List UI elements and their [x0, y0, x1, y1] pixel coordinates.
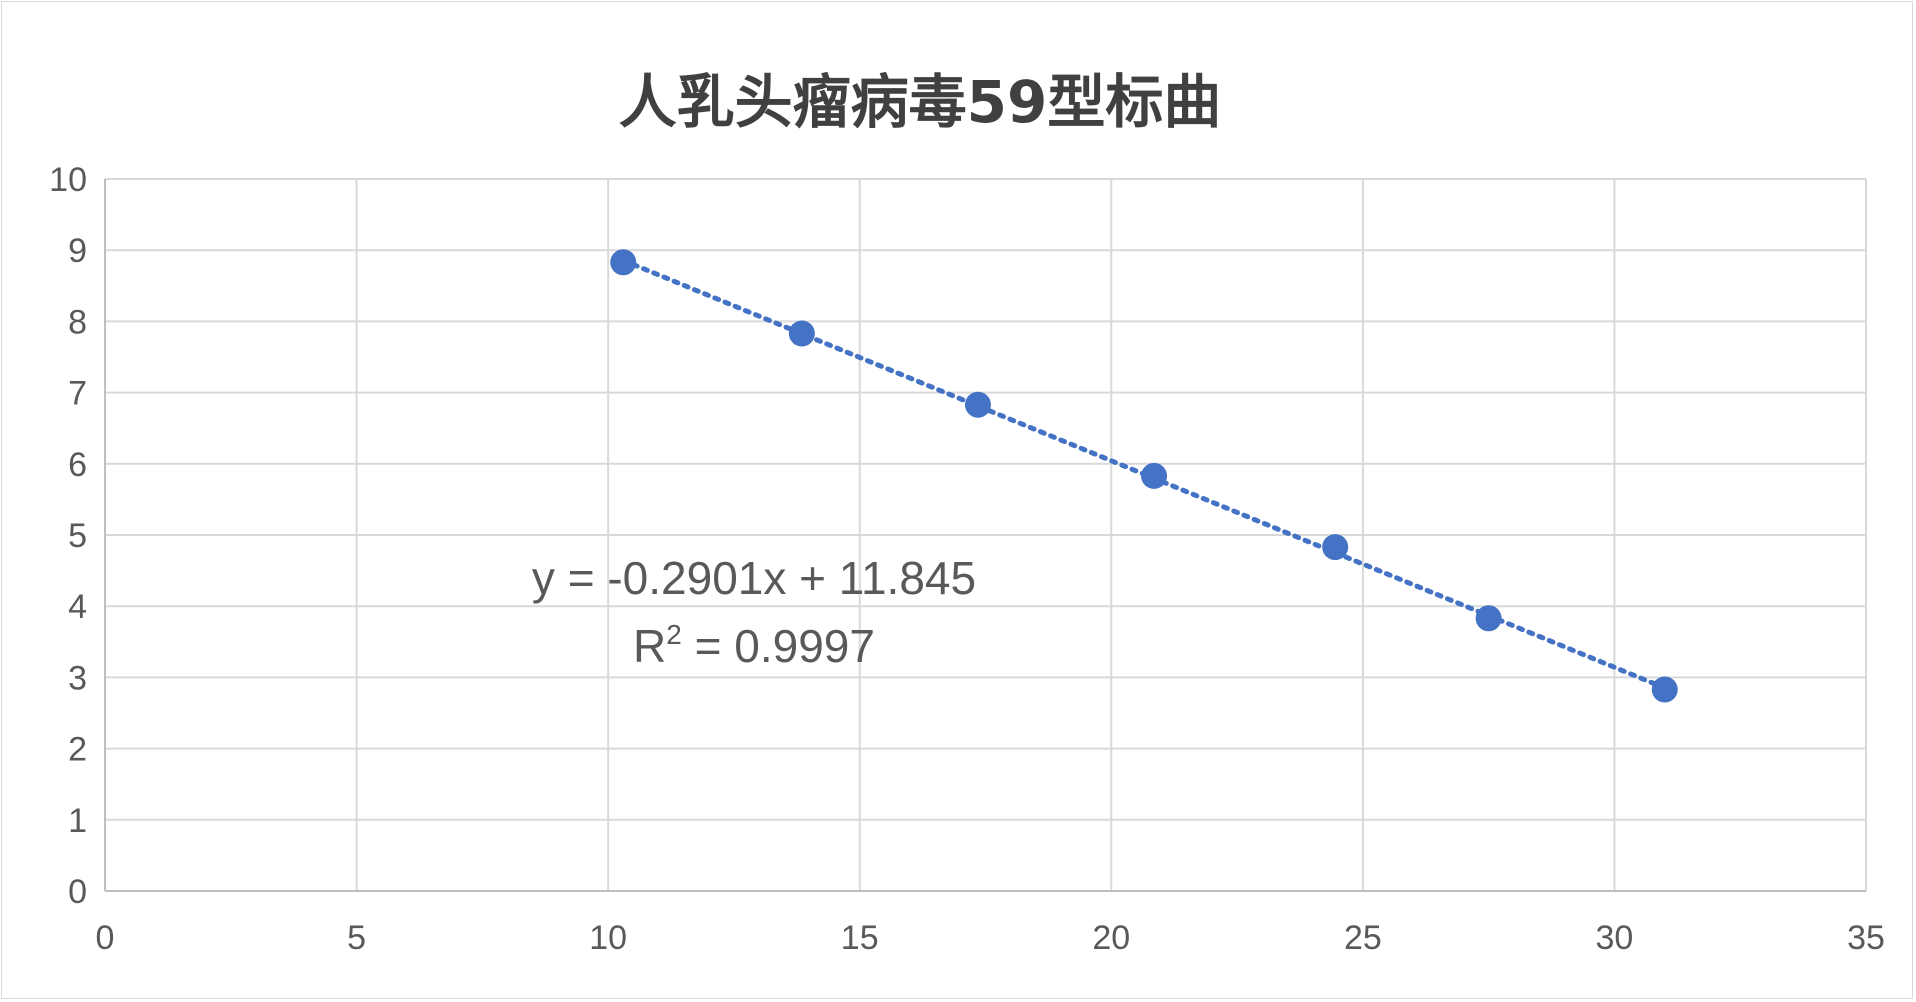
r-squared-superscript: 2	[666, 619, 682, 650]
trendline-labels: y = -0.2901x + 11.845 R2 = 0.9997	[532, 552, 976, 672]
chart-title: 人乳头瘤病毒59型标曲	[619, 68, 1222, 136]
y-tick-label: 9	[68, 232, 87, 270]
y-tick-label: 2	[68, 731, 87, 769]
x-tick-label: 0	[96, 919, 115, 957]
grid	[104, 178, 1867, 892]
y-tick-label: 7	[68, 375, 87, 413]
data-point	[964, 391, 991, 418]
r-squared-value: = 0.9997	[682, 620, 875, 672]
trendline-equation: y = -0.2901x + 11.845	[532, 552, 976, 604]
y-tick-label: 0	[68, 873, 87, 911]
y-tick-label: 4	[68, 588, 87, 626]
y-tick-label: 5	[68, 517, 87, 555]
x-tick-label: 20	[1092, 919, 1130, 957]
data-point	[1141, 462, 1168, 489]
trendline-r-squared: R2 = 0.9997	[633, 619, 875, 672]
y-tick-label: 6	[68, 446, 87, 484]
data-point	[1475, 605, 1502, 632]
y-tick-label: 1	[68, 802, 87, 840]
y-tick-label: 8	[68, 303, 87, 341]
y-tick-label: 10	[49, 161, 87, 199]
x-tick-label: 30	[1596, 919, 1634, 957]
r-squared-prefix: R	[633, 620, 666, 672]
data-point	[788, 320, 815, 347]
y-tick-label: 3	[68, 659, 87, 697]
x-tick-label: 35	[1847, 919, 1885, 957]
x-tick-label: 15	[841, 919, 879, 957]
x-tick-label: 10	[589, 919, 627, 957]
axes: 0 1 2 3 4 5 6 7 8 9 10 0 5 10 15 20 25 30 35	[49, 161, 1885, 957]
data-point	[1651, 676, 1678, 703]
x-tick-label: 25	[1344, 919, 1382, 957]
data-points	[610, 249, 1678, 703]
data-point	[1322, 534, 1349, 561]
data-point	[610, 249, 637, 276]
x-tick-label: 5	[347, 919, 366, 957]
